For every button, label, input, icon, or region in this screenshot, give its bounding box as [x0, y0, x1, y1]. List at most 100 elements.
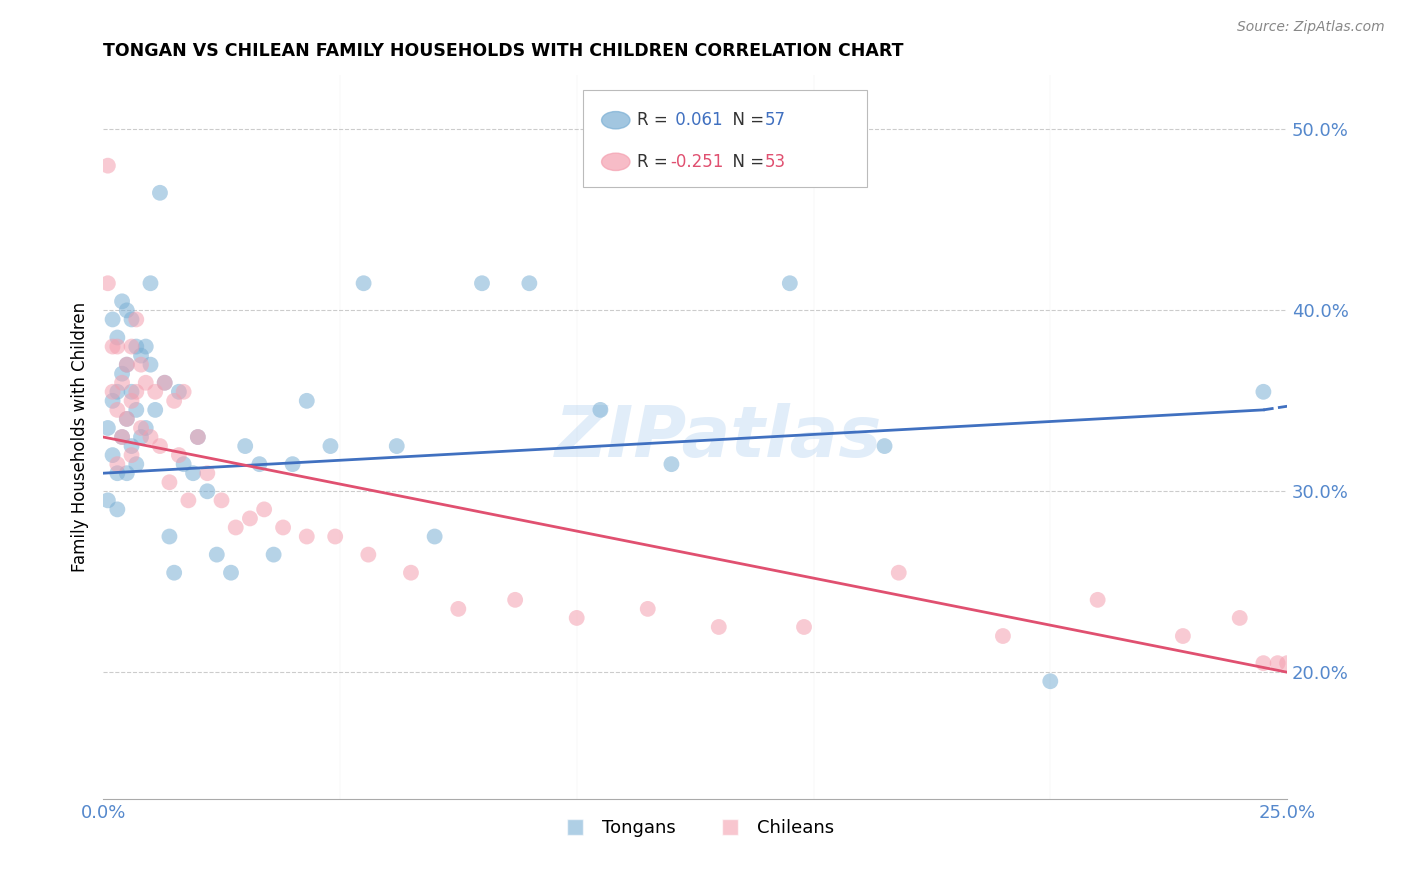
Point [385, 439, 408, 453]
Point [115, 358, 138, 372]
Point [121, 439, 143, 453]
Point [589, 403, 612, 417]
Text: N =: N = [723, 153, 769, 171]
Point [111, 367, 134, 381]
Point [187, 430, 209, 444]
Point [1253, 656, 1275, 670]
Point [357, 548, 380, 562]
Point [423, 529, 446, 543]
Point [249, 457, 271, 471]
Point [661, 457, 683, 471]
Point [211, 493, 233, 508]
Point [219, 566, 242, 580]
Point [353, 277, 375, 291]
Point [195, 484, 218, 499]
Point [97, 159, 120, 173]
Point [1275, 656, 1298, 670]
Point [105, 340, 128, 354]
Point [105, 403, 128, 417]
Point [121, 340, 143, 354]
Point [187, 430, 209, 444]
Point [1039, 674, 1062, 689]
Point [125, 340, 148, 354]
Point [129, 421, 152, 435]
Point [125, 403, 148, 417]
Circle shape [602, 153, 630, 170]
Point [97, 277, 120, 291]
Point [1253, 384, 1275, 399]
Point [173, 384, 195, 399]
Point [139, 430, 162, 444]
Text: 0.061: 0.061 [671, 112, 723, 129]
Text: ZIPatlas: ZIPatlas [555, 402, 883, 472]
Point [111, 430, 134, 444]
Point [135, 421, 157, 435]
Point [323, 529, 346, 543]
Point [503, 592, 526, 607]
Point [263, 548, 285, 562]
Point [111, 430, 134, 444]
Point [111, 376, 134, 390]
Point [565, 611, 588, 625]
Point [121, 393, 143, 408]
Point [97, 493, 120, 508]
Point [517, 277, 540, 291]
Point [167, 448, 190, 462]
Point [173, 457, 195, 471]
Point [105, 502, 128, 516]
Point [167, 384, 190, 399]
Text: -0.251: -0.251 [671, 153, 724, 171]
Point [115, 466, 138, 480]
Point [873, 439, 896, 453]
Text: Source: ZipAtlas.com: Source: ZipAtlas.com [1237, 20, 1385, 34]
Point [105, 457, 128, 471]
Point [101, 312, 124, 326]
Point [111, 294, 134, 309]
Text: N =: N = [723, 112, 769, 129]
Point [177, 493, 200, 508]
Point [779, 277, 801, 291]
Point [471, 277, 494, 291]
Point [129, 358, 152, 372]
Point [991, 629, 1014, 643]
Point [1087, 592, 1109, 607]
Point [149, 439, 172, 453]
Point [707, 620, 730, 634]
Point [101, 448, 124, 462]
Point [121, 448, 143, 462]
Point [101, 393, 124, 408]
Point [143, 384, 166, 399]
Point [295, 529, 318, 543]
Point [281, 457, 304, 471]
Text: R =: R = [637, 153, 673, 171]
Point [887, 566, 910, 580]
Point [1171, 629, 1194, 643]
Point [139, 358, 162, 372]
Point [163, 566, 186, 580]
Point [101, 340, 124, 354]
Point [125, 384, 148, 399]
FancyBboxPatch shape [582, 90, 866, 187]
Text: R =: R = [637, 112, 673, 129]
Point [115, 412, 138, 426]
Point [101, 384, 124, 399]
Y-axis label: Family Households with Children: Family Households with Children [72, 302, 89, 572]
Point [105, 330, 128, 344]
Point [205, 548, 228, 562]
Point [105, 384, 128, 399]
Point [271, 520, 294, 534]
Point [319, 439, 342, 453]
Point [195, 466, 218, 480]
Point [143, 403, 166, 417]
Point [149, 186, 172, 200]
Point [129, 430, 152, 444]
Point [121, 312, 143, 326]
Text: 57: 57 [765, 112, 786, 129]
Point [159, 475, 181, 490]
Point [253, 502, 276, 516]
Text: 53: 53 [765, 153, 786, 171]
Point [129, 349, 152, 363]
Point [139, 277, 162, 291]
Point [239, 511, 262, 525]
Point [115, 303, 138, 318]
